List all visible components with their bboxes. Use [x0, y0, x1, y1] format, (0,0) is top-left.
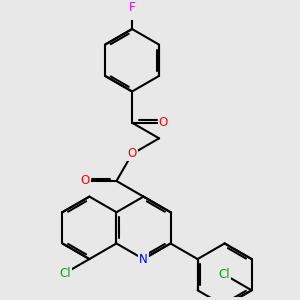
Text: F: F [129, 1, 135, 14]
Text: N: N [139, 253, 148, 266]
Text: O: O [81, 175, 90, 188]
Text: Cl: Cl [219, 268, 230, 281]
Text: O: O [159, 116, 168, 129]
Text: O: O [128, 147, 137, 161]
Text: Cl: Cl [59, 267, 71, 280]
